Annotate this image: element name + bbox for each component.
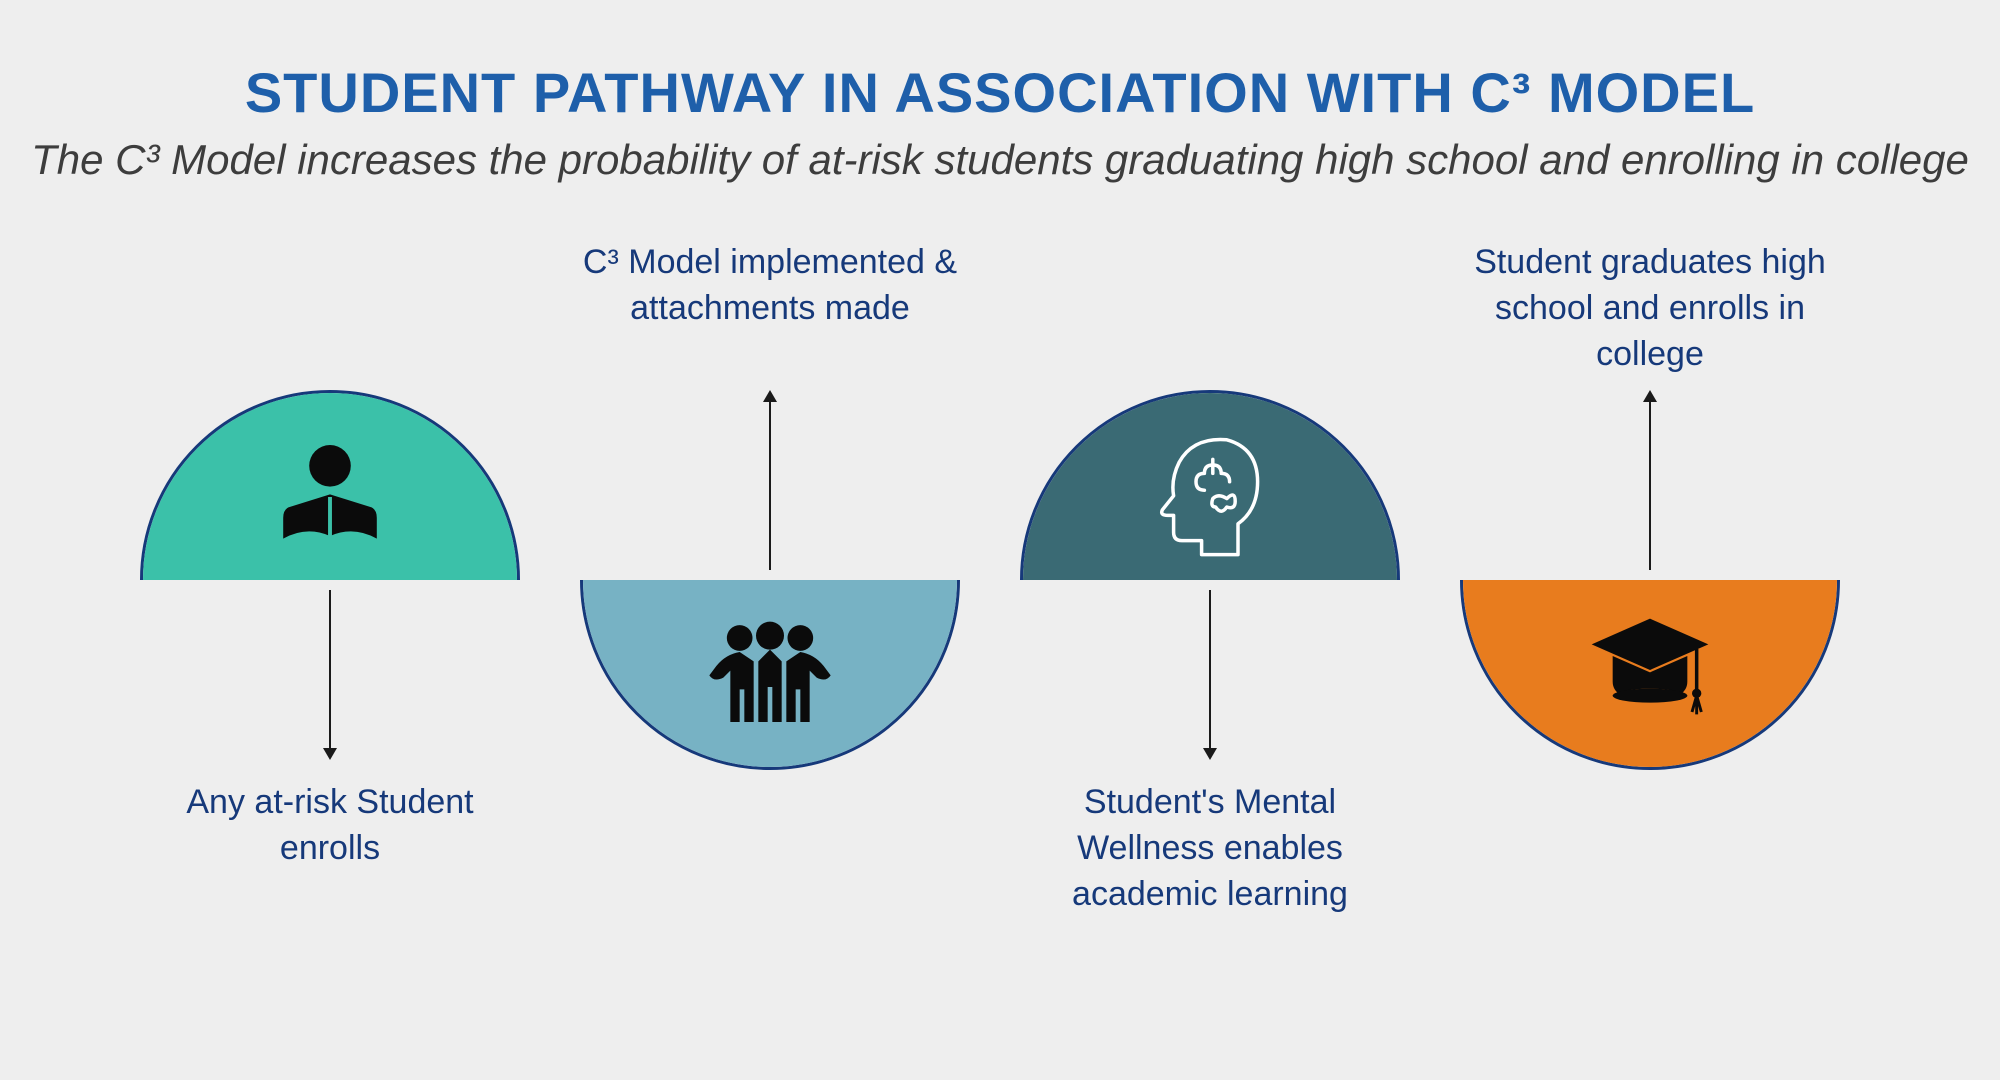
- step-2-label: C³ Model implemented & attachments made: [580, 240, 960, 332]
- reader-icon: [260, 427, 400, 567]
- step-3-arrow: [1209, 590, 1211, 750]
- group-icon: [700, 603, 840, 743]
- pathway-diagram: Any at-risk Student enrolls C³ Model im: [0, 300, 2000, 1080]
- step-3-label: Student's Mental Wellness enables academ…: [1020, 780, 1400, 918]
- page-subtitle: The C³ Model increases the probability o…: [0, 133, 2000, 188]
- step-2-arrow: [769, 400, 771, 570]
- step-1-label: Any at-risk Student enrolls: [140, 780, 520, 872]
- step-1-arrow: [329, 590, 331, 750]
- page-title: STUDENT PATHWAY IN ASSOCIATION WITH C³ M…: [0, 60, 2000, 125]
- step-4-label: Student graduates high school and enroll…: [1460, 240, 1840, 378]
- mind-icon: [1140, 423, 1280, 563]
- gradcap-icon: [1580, 593, 1720, 733]
- step-4-arrow: [1649, 400, 1651, 570]
